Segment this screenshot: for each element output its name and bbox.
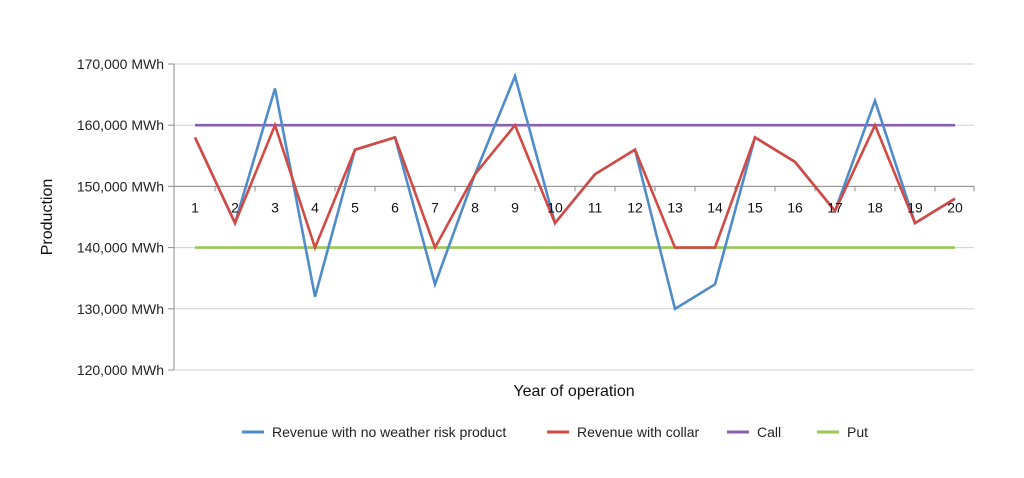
x-tick-label: 11: [588, 199, 603, 215]
y-tick-label: 170,000 MWh: [77, 56, 164, 72]
series-lines: [193, 72, 956, 311]
x-tick-label: 5: [351, 199, 359, 215]
y-tick-label: 160,000 MWh: [77, 117, 164, 133]
legend-label-call: Call: [757, 424, 781, 440]
x-tick-label: 8: [471, 199, 479, 215]
x-axis-title: Year of operation: [513, 383, 634, 400]
y-tick-label: 130,000 MWh: [77, 301, 164, 317]
x-tick-label: 20: [947, 199, 963, 215]
series-line-collar: [193, 121, 956, 252]
y-tick-label: 120,000 MWh: [77, 362, 164, 378]
axes: [168, 63, 975, 371]
x-tick-label: 4: [311, 199, 319, 215]
x-tick-label: 12: [627, 199, 643, 215]
legend-label-no_weather: Revenue with no weather risk product: [272, 424, 506, 440]
legend-label-collar: Revenue with collar: [577, 424, 700, 440]
y-tick-label: 150,000 MWh: [77, 178, 164, 194]
x-tick-label: 3: [271, 199, 279, 215]
x-tick-label: 17: [827, 199, 843, 215]
x-tick-label: 19: [907, 199, 923, 215]
x-tick-label: 10: [547, 199, 563, 215]
x-tick-label: 15: [747, 199, 763, 215]
x-tick-label: 13: [667, 199, 683, 215]
x-tick-label: 6: [391, 199, 399, 215]
x-tick-label: 18: [867, 199, 883, 215]
x-tick-label: 1: [191, 199, 199, 215]
y-tick-label: 140,000 MWh: [77, 240, 164, 256]
tick-labels: 170,000 MWh 160,000 MWh 150,000 MWh 140,000…: [77, 56, 963, 378]
x-tick-label: 9: [511, 199, 519, 215]
legend-label-put: Put: [847, 424, 868, 440]
legend: Revenue with no weather risk product Reve…: [242, 424, 868, 440]
y-axis-title: Production: [39, 179, 56, 256]
x-tick-label: 7: [431, 199, 439, 215]
x-tick-label: 14: [707, 199, 723, 215]
x-tick-label: 2: [231, 199, 239, 215]
x-tick-label: 16: [787, 199, 803, 215]
